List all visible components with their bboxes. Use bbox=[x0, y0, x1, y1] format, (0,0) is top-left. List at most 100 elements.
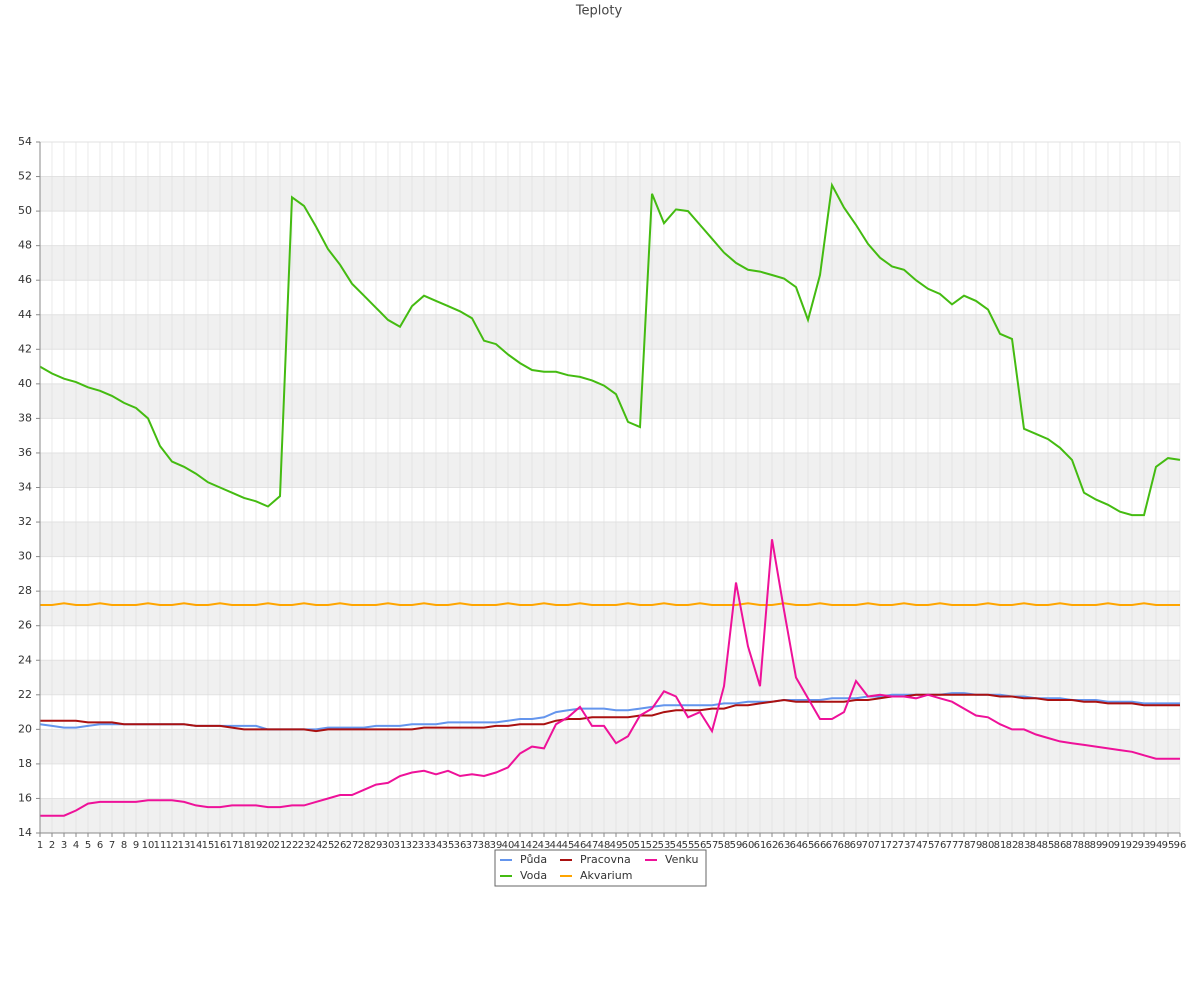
x-tick-label: 1 bbox=[37, 840, 43, 851]
x-tick-label: 54 bbox=[670, 840, 683, 851]
y-tick-label: 24 bbox=[18, 653, 32, 666]
x-tick-label: 14 bbox=[190, 840, 203, 851]
y-tick-label: 32 bbox=[18, 515, 32, 528]
x-tick-label: 38 bbox=[478, 840, 491, 851]
x-tick-label: 68 bbox=[838, 840, 851, 851]
x-tick-label: 94 bbox=[1150, 840, 1163, 851]
y-tick-label: 36 bbox=[18, 446, 32, 459]
x-tick-label: 92 bbox=[1126, 840, 1139, 851]
series-line bbox=[40, 693, 1180, 733]
grid-band bbox=[40, 660, 1180, 695]
x-tick-label: 79 bbox=[970, 840, 983, 851]
x-tick-label: 74 bbox=[910, 840, 923, 851]
x-tick-label: 29 bbox=[370, 840, 383, 851]
y-tick-label: 42 bbox=[18, 342, 32, 355]
y-tick-label: 52 bbox=[18, 170, 32, 183]
legend: Půda Voda Pracovna Akvarium Venku bbox=[494, 849, 707, 887]
x-tick-label: 48 bbox=[598, 840, 611, 851]
x-tick-label: 93 bbox=[1138, 840, 1151, 851]
x-tick-label: 25 bbox=[322, 840, 335, 851]
x-tick-label: 64 bbox=[790, 840, 803, 851]
x-tick-label: 44 bbox=[550, 840, 563, 851]
x-tick-label: 83 bbox=[1018, 840, 1031, 851]
legend-label: Akvarium bbox=[580, 869, 632, 882]
y-tick-label: 40 bbox=[18, 377, 32, 390]
x-tick-label: 18 bbox=[238, 840, 251, 851]
x-tick-label: 15 bbox=[202, 840, 215, 851]
x-tick-label: 5 bbox=[85, 840, 91, 851]
x-tick-label: 32 bbox=[406, 840, 419, 851]
y-tick-label: 54 bbox=[18, 135, 32, 148]
grid-band bbox=[40, 176, 1180, 212]
x-tick-label: 46 bbox=[574, 840, 587, 851]
x-tick-label: 43 bbox=[538, 840, 551, 851]
series-line bbox=[39, 692, 1180, 731]
x-tick-label: 12 bbox=[166, 840, 179, 851]
x-tick-label: 35 bbox=[442, 840, 455, 851]
x-tick-label: 56 bbox=[694, 840, 707, 851]
grid-band bbox=[40, 314, 1180, 350]
x-tick-label: 47 bbox=[586, 840, 599, 851]
x-tick-label: 86 bbox=[1054, 840, 1067, 851]
x-tick-label: 76 bbox=[934, 840, 947, 851]
x-tick-label: 70 bbox=[862, 840, 875, 851]
x-tick-label: 91 bbox=[1114, 840, 1127, 851]
x-tick-label: 17 bbox=[226, 840, 239, 851]
x-tick-label: 84 bbox=[1030, 840, 1043, 851]
x-tick-label: 90 bbox=[1102, 840, 1115, 851]
x-tick-label: 67 bbox=[826, 840, 839, 851]
grid-band bbox=[40, 591, 1180, 626]
x-tick-label: 10 bbox=[142, 840, 155, 851]
x-tick-label: 49 bbox=[610, 840, 623, 851]
y-tick-label: 50 bbox=[18, 204, 32, 217]
grid bbox=[39, 141, 1181, 834]
x-tick-label: 34 bbox=[430, 840, 443, 851]
x-tick-label: 37 bbox=[466, 840, 479, 851]
x-tick-label: 2 bbox=[49, 840, 55, 851]
x-tick-label: 80 bbox=[982, 840, 995, 851]
x-tick-label: 87 bbox=[1066, 840, 1079, 851]
x-tick-label: 31 bbox=[394, 840, 407, 851]
x-tick-label: 60 bbox=[742, 840, 755, 851]
x-tick-label: 28 bbox=[358, 840, 371, 851]
x-tick-label: 8 bbox=[121, 840, 127, 851]
legend-label: Půda bbox=[520, 853, 547, 866]
x-tick-label: 59 bbox=[730, 840, 743, 851]
x-tick-label: 72 bbox=[886, 840, 899, 851]
grid-band bbox=[40, 522, 1180, 557]
x-tick-label: 77 bbox=[946, 840, 959, 851]
x-tick-label: 88 bbox=[1078, 840, 1091, 851]
x-tick-label: 52 bbox=[646, 840, 659, 851]
series-line bbox=[40, 602, 1180, 606]
y-tick-label: 28 bbox=[18, 584, 32, 597]
x-tick-label: 85 bbox=[1042, 840, 1055, 851]
x-tick-label: 33 bbox=[418, 840, 431, 851]
x-tick-label: 40 bbox=[502, 840, 515, 851]
x-tick-label: 13 bbox=[178, 840, 191, 851]
x-tick-label: 95 bbox=[1162, 840, 1175, 851]
x-tick-label: 16 bbox=[214, 840, 227, 851]
series-line bbox=[39, 181, 1181, 517]
y-tick-label: 20 bbox=[18, 722, 32, 735]
x-tick-label: 58 bbox=[718, 840, 731, 851]
x-tick-label: 42 bbox=[526, 840, 539, 851]
x-tick-label: 82 bbox=[1006, 840, 1019, 851]
y-tick-label: 26 bbox=[18, 619, 32, 632]
y-tick-label: 48 bbox=[18, 239, 32, 252]
plot-background bbox=[40, 176, 1180, 833]
y-tick-label: 34 bbox=[18, 481, 32, 494]
x-tick-label: 81 bbox=[994, 840, 1007, 851]
series-line bbox=[40, 539, 1180, 817]
x-tick-label: 23 bbox=[298, 840, 311, 851]
x-tick-label: 53 bbox=[658, 840, 671, 851]
y-tick-label: 14 bbox=[18, 826, 32, 839]
x-tick-label: 78 bbox=[958, 840, 971, 851]
legend-box bbox=[494, 849, 707, 887]
x-tick-label: 36 bbox=[454, 840, 467, 851]
x-tick-label: 26 bbox=[334, 840, 347, 851]
x-tick-label: 7 bbox=[109, 840, 115, 851]
x-tick-label: 6 bbox=[97, 840, 103, 851]
chart-title: Teploty bbox=[575, 4, 623, 19]
x-tick-label: 69 bbox=[850, 840, 863, 851]
